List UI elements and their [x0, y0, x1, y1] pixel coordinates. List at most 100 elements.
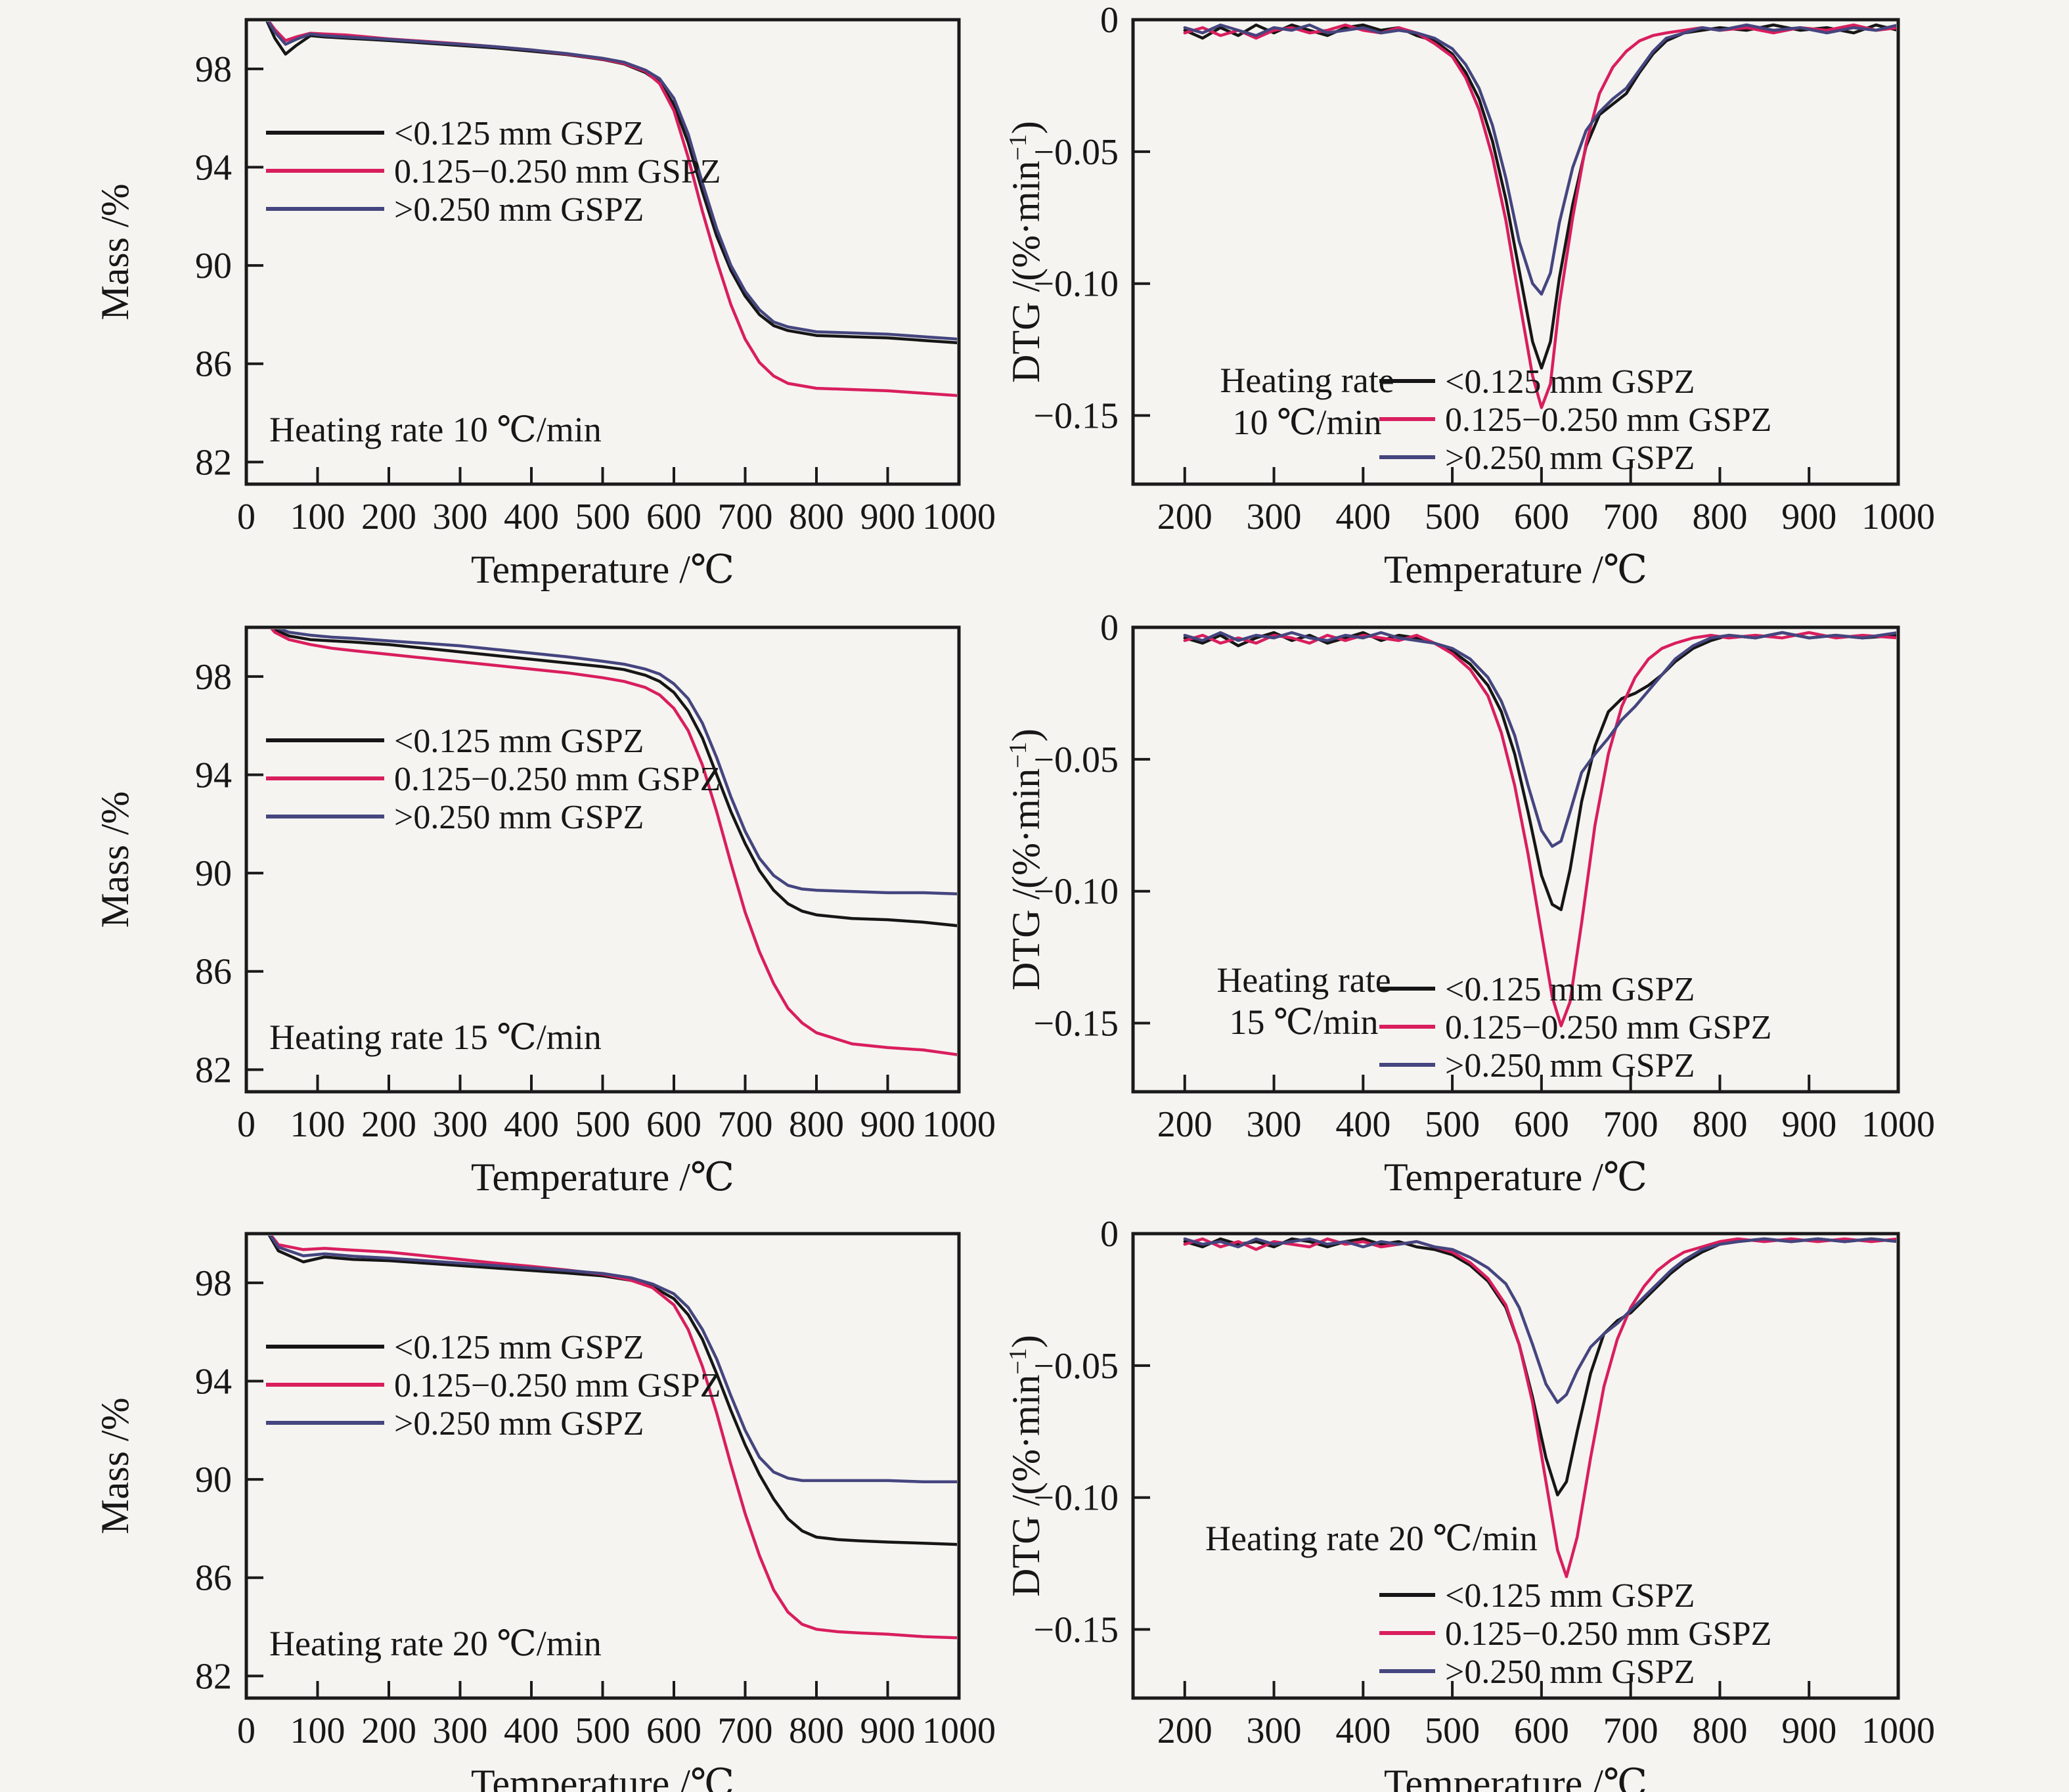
series-curve-coarse — [269, 1236, 957, 1484]
x-tick-label: 400 — [1335, 1104, 1390, 1145]
y-tick-label: 98 — [195, 1263, 232, 1304]
x-tick-label: 300 — [1247, 1104, 1302, 1145]
x-tick-label: 500 — [1425, 1711, 1480, 1751]
x-tick-label: 1000 — [922, 497, 996, 537]
y-tick-label: 86 — [195, 344, 232, 385]
y-axis-title: DTG /(%·min−1) — [1004, 728, 1048, 991]
x-tick-label: 100 — [290, 1104, 345, 1145]
x-tick-label: 900 — [860, 1104, 916, 1145]
x-tick-label: 1000 — [922, 1711, 996, 1751]
y-tick-label: −0.15 — [1033, 1004, 1119, 1044]
plot-frame — [1131, 18, 1900, 486]
series-curve-medium — [270, 629, 957, 1056]
x-tick-label: 400 — [504, 497, 559, 537]
y-tick-label: −0.10 — [1033, 872, 1119, 912]
y-axis-title-main: DTG /(%·min — [1004, 769, 1048, 991]
x-tick-label: 900 — [860, 1711, 916, 1751]
x-tick-label: 800 — [789, 1711, 844, 1751]
x-tick-label: 800 — [1692, 497, 1747, 537]
y-tick-label: −0.10 — [1033, 1478, 1119, 1519]
x-tick-label: 300 — [433, 497, 488, 537]
y-axis-title-main: DTG /(%·min — [1004, 161, 1048, 383]
series-curve-coarse — [276, 629, 957, 896]
x-tick-label: 300 — [433, 1104, 488, 1145]
x-tick-label: 200 — [1157, 1104, 1212, 1145]
plot-frame — [1131, 625, 1900, 1094]
y-axis-title-close: ) — [1004, 121, 1048, 134]
legend-label: 0.125−0.250 mm GSPZ — [1445, 401, 1771, 439]
x-tick-label: 200 — [361, 1711, 416, 1751]
y-tick-label: 90 — [195, 853, 232, 894]
series-curve-coarse — [1183, 1237, 1896, 1404]
series-curve-medium — [1183, 631, 1896, 1027]
x-tick-label: 1000 — [1861, 1711, 1935, 1751]
legend-label: 0.125−0.250 mm GSPZ — [394, 761, 721, 798]
x-tick-label: 400 — [1335, 1711, 1390, 1751]
y-tick-label: 0 — [1100, 0, 1119, 41]
chart-dtg-20: 200 300 400 500 600 700 800 900 1000 0 −0.05 −0.10 −… — [1004, 1214, 1935, 1792]
x-axis-title: Temperature /℃ — [1384, 1155, 1647, 1199]
series-curve-fine — [1183, 631, 1896, 912]
x-tick-label: 800 — [1692, 1104, 1747, 1145]
series-curve-fine — [267, 1236, 957, 1546]
x-tick-label: 1000 — [1861, 497, 1935, 537]
y-tick-label: 0 — [1100, 608, 1119, 648]
series-curve-fine — [1183, 23, 1896, 370]
legend-label: <0.125 mm GSPZ — [1445, 1577, 1695, 1615]
x-tick-label: 900 — [1781, 1104, 1836, 1145]
y-axis-title: DTG /(%·min−1) — [1004, 121, 1048, 383]
y-tick-label: −0.15 — [1033, 396, 1119, 437]
x-tick-label: 900 — [860, 497, 916, 537]
x-tick-label: 500 — [575, 1711, 631, 1751]
y-tick-label: 82 — [195, 1050, 232, 1090]
x-tick-label: 600 — [1514, 1104, 1569, 1145]
x-tick-label: 100 — [290, 497, 345, 537]
legend-label: >0.250 mm GSPZ — [1445, 1653, 1695, 1691]
x-axis-title: Temperature /℃ — [471, 1155, 734, 1199]
chart-dtg-10: 200 300 400 500 600 700 800 900 1000 0 −0.05 −0.10 −… — [1004, 0, 1935, 591]
x-tick-label: 800 — [789, 497, 844, 537]
y-axis-title-close: ) — [1004, 728, 1048, 742]
x-axis-title: Temperature /℃ — [471, 1762, 734, 1792]
chart-tg-20: 0 100 200 300 400 500 600 700 800 900 1000 98 94 90 86… — [93, 1232, 996, 1792]
x-tick-label: 200 — [361, 1104, 416, 1145]
legend-label: <0.125 mm GSPZ — [394, 1329, 644, 1366]
legend-label: <0.125 mm GSPZ — [1445, 363, 1695, 401]
heating-rate-annotation: Heating rate — [1220, 361, 1394, 400]
x-tick-label: 300 — [1247, 497, 1302, 537]
series-curve-medium — [1183, 1237, 1896, 1579]
y-axis-title-close: ) — [1004, 1335, 1048, 1348]
y-tick-label: −0.05 — [1033, 740, 1119, 780]
series-curve-medium — [269, 1236, 957, 1640]
legend-label: >0.250 mm GSPZ — [394, 1405, 644, 1443]
y-tick-label: 90 — [195, 246, 232, 286]
y-tick-label: 82 — [195, 442, 232, 483]
legend-label: >0.250 mm GSPZ — [394, 191, 644, 229]
x-tick-label: 800 — [1692, 1711, 1747, 1751]
y-axis-title-superscript: −1 — [1004, 742, 1032, 768]
y-tick-label: 90 — [195, 1460, 232, 1500]
legend-label: <0.125 mm GSPZ — [394, 723, 644, 760]
y-axis-title: DTG /(%·min−1) — [1004, 1335, 1048, 1597]
heating-rate-annotation: Heating rate 20 ℃/min — [269, 1624, 602, 1663]
y-tick-label: 98 — [195, 657, 232, 698]
x-tick-label: 900 — [1781, 1711, 1836, 1751]
x-tick-label: 600 — [646, 1711, 701, 1751]
y-axis-title-superscript: −1 — [1004, 134, 1032, 160]
legend-label: 0.125−0.250 mm GSPZ — [1445, 1009, 1771, 1046]
x-tick-label: 400 — [504, 1104, 559, 1145]
y-tick-label: 94 — [195, 1361, 232, 1402]
x-tick-label: 400 — [504, 1711, 559, 1751]
x-axis-title: Temperature /℃ — [471, 548, 734, 591]
x-tick-label: 200 — [1157, 497, 1212, 537]
y-tick-label: −0.15 — [1033, 1610, 1119, 1651]
y-tick-label: −0.05 — [1033, 1346, 1119, 1387]
x-tick-label: 200 — [1157, 1711, 1212, 1751]
series-curve-coarse — [266, 22, 957, 341]
x-tick-label: 700 — [718, 497, 773, 537]
series-curve-coarse — [1183, 23, 1896, 296]
heating-rate-annotation: Heating rate — [1216, 960, 1390, 1000]
x-tick-label: 400 — [1335, 497, 1390, 537]
series-curve-fine — [272, 629, 957, 928]
